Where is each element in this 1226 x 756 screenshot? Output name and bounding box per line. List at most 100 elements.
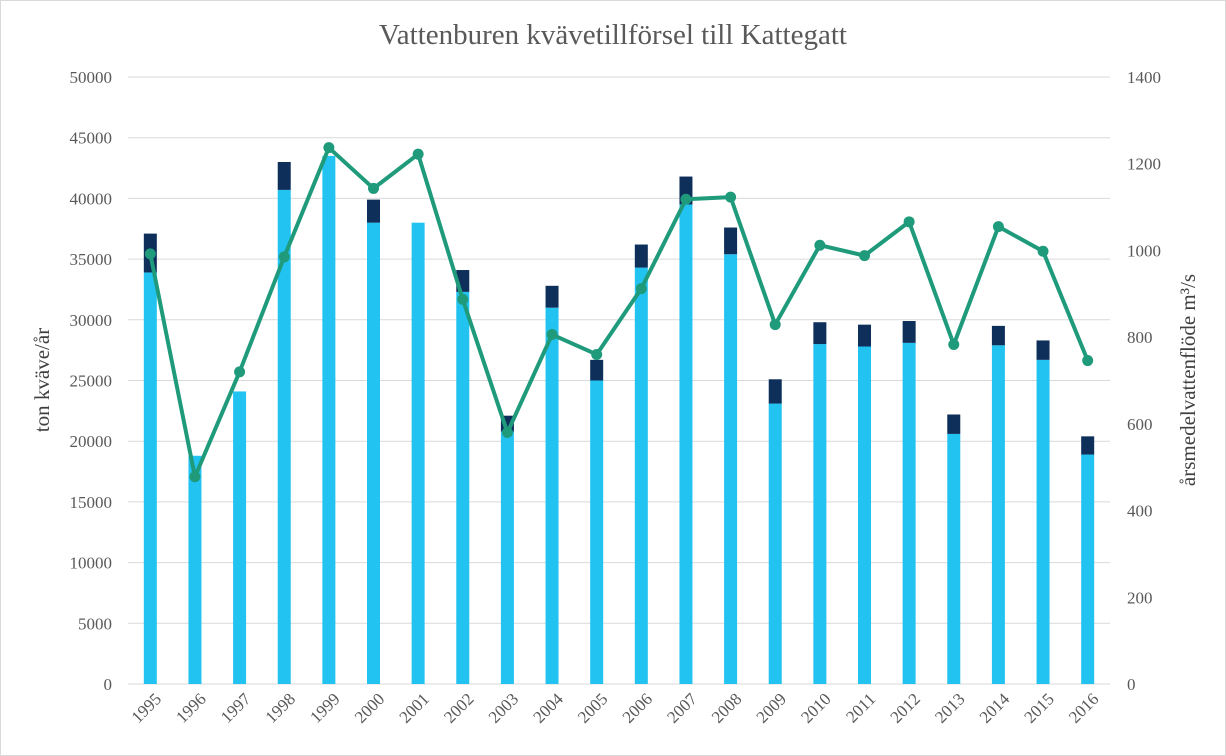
bar-segment-base (1081, 454, 1095, 684)
x-tick-label: 2014 (976, 689, 1014, 727)
bar-segment-top (545, 285, 559, 308)
y2-tick-label: 1000 (1127, 241, 1161, 260)
flow-line-point (591, 348, 603, 360)
x-tick-label: 2001 (395, 689, 432, 726)
y-tick-label: 10000 (70, 554, 113, 573)
y-tick-label: 25000 (70, 372, 113, 391)
x-tick-label: 2015 (1020, 689, 1057, 726)
bar-segment-base (367, 222, 380, 684)
y2-tick-label: 800 (1127, 328, 1153, 347)
bar-segment-base (590, 380, 604, 684)
flow-line-point (725, 191, 737, 203)
flow-line-point (635, 283, 647, 295)
bar-segment-top (1081, 436, 1095, 455)
bar-segment-top (634, 244, 648, 268)
y-axis-left-ticks: 0 5000 10000 15000 20000 25000 30000 35000 40000… (70, 68, 113, 694)
y-tick-label: 35000 (70, 250, 113, 269)
bar-segment-top (813, 322, 827, 345)
x-tick-label: 2012 (886, 689, 923, 726)
bar-segment-base (143, 272, 157, 684)
gridlines (128, 76, 1110, 685)
bar-segment-base (322, 155, 336, 684)
bar-segment-base (233, 391, 247, 684)
x-tick-label: 2016 (1065, 689, 1102, 726)
x-tick-label: 2005 (574, 689, 611, 726)
flow-line (144, 142, 1094, 483)
y2-tick-label: 200 (1127, 588, 1153, 607)
y-axis-left-label: ton kväve/år (30, 328, 54, 432)
x-tick-label: 2004 (529, 689, 567, 727)
flow-line-point (234, 366, 246, 378)
y2-tick-label: 600 (1127, 415, 1153, 434)
x-tick-label: 1997 (217, 689, 255, 727)
bar-segment-base (545, 307, 559, 684)
bar-segment-base (679, 204, 693, 684)
y-tick-label: 0 (104, 675, 113, 694)
x-tick-label: 1996 (172, 689, 209, 726)
x-tick-label: 2013 (931, 689, 968, 726)
x-tick-label: 2011 (842, 689, 879, 726)
flow-line-point (1037, 245, 1049, 257)
flow-line-point (412, 148, 424, 160)
flow-line-point (368, 182, 379, 194)
y2-tick-label: 400 (1127, 502, 1153, 521)
x-tick-label: 1999 (306, 689, 343, 726)
x-tick-label: 2006 (619, 689, 656, 726)
bar-segment-top (367, 199, 380, 223)
flow-line-path (148, 145, 1090, 479)
y-tick-label: 45000 (70, 129, 113, 148)
flow-line-point (903, 216, 915, 228)
flow-line-point (992, 221, 1004, 233)
flow-line-point (859, 250, 870, 262)
bar-segment-base (634, 267, 648, 684)
bar-segment-base (500, 431, 514, 684)
flow-line-point (1082, 355, 1094, 367)
bar-segment-base (411, 222, 425, 684)
x-tick-label: 1995 (128, 689, 165, 726)
y2-tick-label: 1200 (1127, 155, 1161, 174)
bar-segment-base (991, 345, 1005, 684)
bar-segment-base (724, 254, 738, 684)
x-tick-label: 2008 (708, 689, 745, 726)
flow-line-point (546, 329, 558, 341)
bar-segment-base (768, 403, 782, 684)
x-tick-label: 2010 (797, 689, 834, 726)
bar-segment-base (188, 455, 202, 684)
x-tick-label: 2000 (351, 689, 388, 726)
bar-segment-base (813, 344, 827, 684)
x-tick-label: 2003 (485, 689, 522, 726)
flow-line-point (948, 339, 960, 351)
bar-segment-top (724, 227, 738, 255)
y-tick-label: 15000 (70, 493, 113, 512)
x-tick-label: 2007 (663, 689, 701, 727)
flow-line-point (189, 471, 201, 483)
bar-segment-base (858, 346, 871, 684)
bar-segment-base (947, 433, 961, 684)
flow-line-point (769, 319, 781, 331)
bar-segment-base (456, 291, 470, 684)
bar-segment-top (768, 379, 782, 404)
y2-tick-label: 0 (1127, 675, 1136, 694)
bar-segment-base (277, 189, 291, 685)
x-axis-ticks: 1995 1996 1997 1998 1999 2000 2001 2002 2003 2004… (128, 689, 1103, 727)
flow-line-point (680, 193, 692, 205)
bar-segment-top (991, 325, 1005, 346)
flow-line-point (144, 248, 156, 260)
x-tick-label: 2002 (440, 689, 477, 726)
chart-title: Vattenburen kvävetillförsel till Kattega… (379, 19, 847, 51)
bar-segment-top (1036, 340, 1050, 360)
flow-line-point (457, 293, 469, 305)
y-tick-label: 40000 (70, 189, 113, 208)
y2-tick-label: 1400 (1127, 68, 1161, 87)
x-tick-label: 2009 (753, 689, 790, 726)
flow-line-point (323, 142, 335, 154)
y-tick-label: 20000 (70, 432, 113, 451)
bars (143, 155, 1095, 685)
y-axis-right-label: årsmedelvattenflöde m³/s (1176, 274, 1200, 486)
flow-line-point (814, 239, 826, 251)
flow-line-point (278, 251, 290, 263)
bar-segment-top (858, 324, 871, 347)
bar-segment-top (590, 359, 604, 381)
